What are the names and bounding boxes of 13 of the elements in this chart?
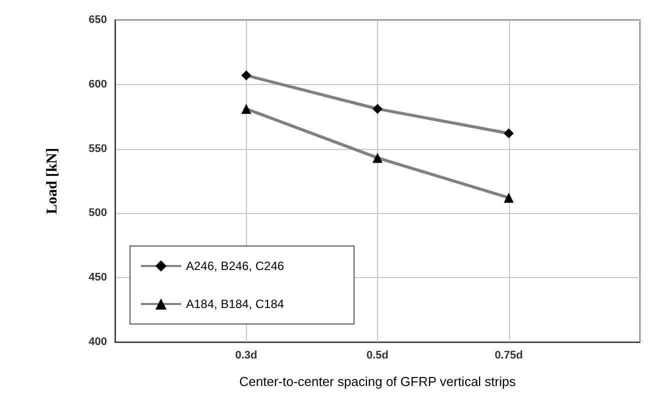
legend-label: A184, B184, C184 [186,297,284,311]
y-tick-label: 650 [88,14,107,26]
x-axis-title: Center-to-center spacing of GFRP vertical strips [239,374,516,389]
x-tick-label: 0.5d [366,350,389,362]
y-tick-label: 600 [88,78,107,90]
x-tick-label: 0.3d [235,350,258,362]
y-tick-label: 450 [88,272,107,284]
legend-label: A246, B246, C246 [186,259,284,273]
y-axis-title: Load [kN] [44,148,60,214]
y-tick-label: 500 [88,207,107,220]
y-tick-label: 550 [88,142,107,155]
y-tick-label: 400 [88,336,107,348]
x-tick-label: 0.75d [494,350,523,362]
